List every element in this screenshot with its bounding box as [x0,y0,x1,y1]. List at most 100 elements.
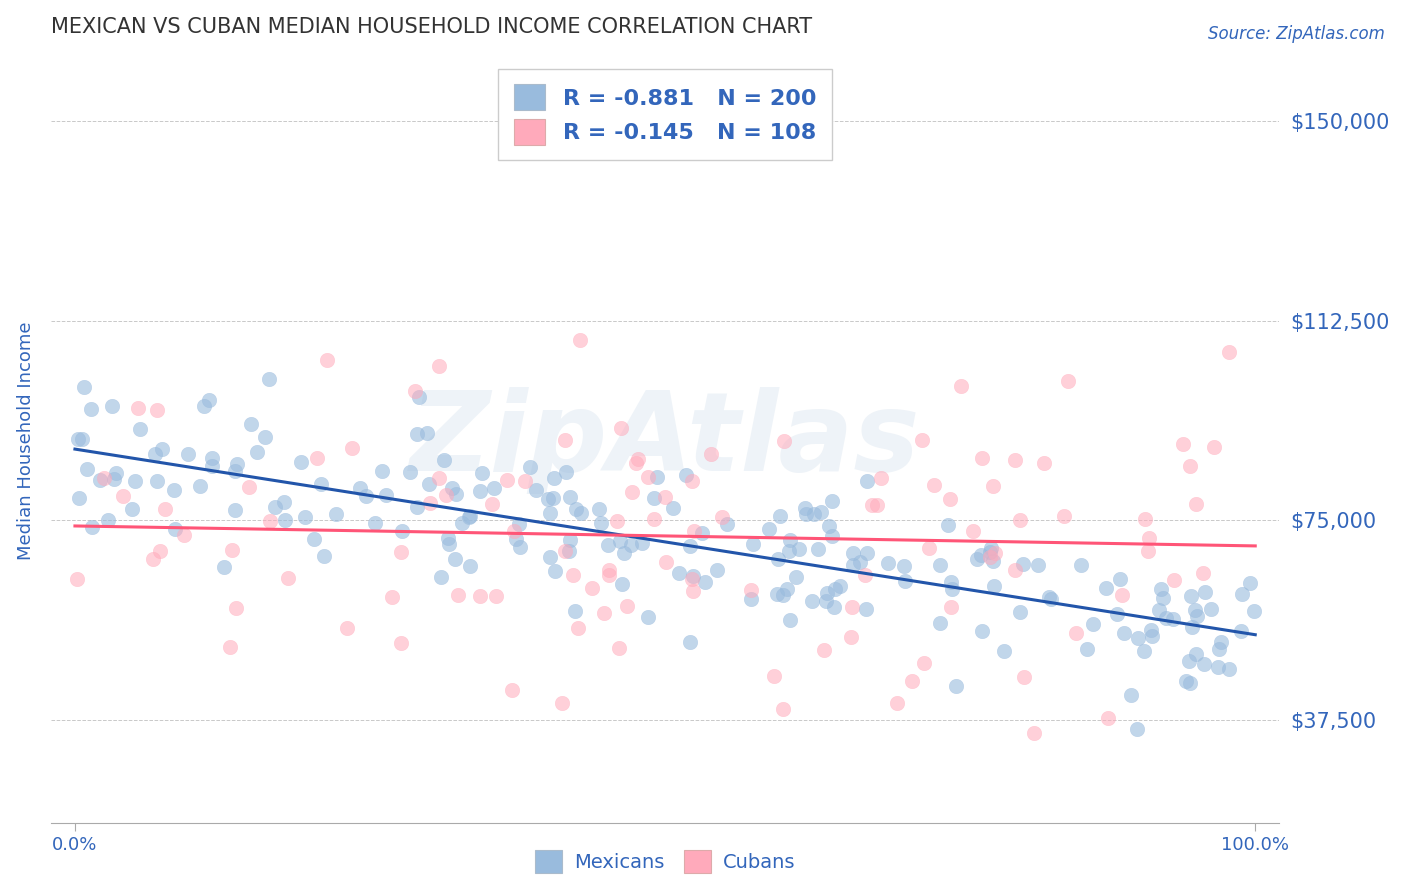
Point [803,508,825,522]
Point [447,588,470,602]
Point [97,513,120,527]
Point [1152,591,1174,605]
Point [290,455,312,469]
Point [1185,647,1208,661]
Point [682,583,704,598]
Point [73,380,96,394]
Point [1024,726,1046,740]
Point [537,491,560,506]
Point [1008,605,1031,619]
Point [555,465,578,479]
Text: MEXICAN VS CUBAN MEDIAN HOUSEHOLD INCOME CORRELATION CHART: MEXICAN VS CUBAN MEDIAN HOUSEHOLD INCOME… [52,17,813,37]
Point [391,524,413,539]
Point [201,459,224,474]
Point [941,582,963,596]
Point [979,544,1001,558]
Point [655,555,678,569]
Point [939,599,962,614]
Point [699,447,721,461]
Point [567,621,589,635]
Point [766,587,789,601]
Point [1184,602,1206,616]
Point [406,427,429,442]
Point [706,563,728,577]
Point [841,599,863,614]
Point [1194,584,1216,599]
Point [860,498,883,512]
Point [240,417,263,431]
Point [224,464,246,478]
Point [484,481,506,495]
Point [1230,624,1253,638]
Point [103,472,125,486]
Point [1154,611,1177,625]
Point [246,444,269,458]
Point [105,466,128,480]
Point [779,533,801,547]
Point [519,460,541,475]
Point [264,500,287,514]
Point [929,616,952,631]
Point [458,509,481,524]
Point [145,403,167,417]
Point [886,697,908,711]
Text: Source: ZipAtlas.com: Source: ZipAtlas.com [1208,25,1385,43]
Point [565,502,588,516]
Point [877,556,900,570]
Point [294,509,316,524]
Point [354,489,377,503]
Point [627,452,650,467]
Point [1194,657,1216,672]
Point [302,532,325,546]
Point [111,489,134,503]
Point [509,540,531,554]
Point [458,559,481,574]
Point [970,548,993,562]
Point [342,441,364,455]
Point [839,630,862,644]
Point [1218,345,1240,359]
Point [67,491,90,505]
Point [1038,590,1060,604]
Point [637,610,659,624]
Point [609,533,631,548]
Point [613,546,636,560]
Point [225,601,247,615]
Point [1211,635,1233,649]
Point [682,569,704,583]
Point [1119,688,1142,702]
Point [568,334,591,348]
Point [821,529,844,543]
Point [742,537,765,551]
Point [218,640,240,654]
Point [1202,440,1225,454]
Point [149,543,172,558]
Point [124,475,146,489]
Point [153,502,176,516]
Point [150,442,173,456]
Point [870,470,893,484]
Point [772,434,794,448]
Point [1180,589,1202,603]
Point [772,588,794,602]
Point [80,401,103,416]
Point [558,533,581,548]
Point [1057,374,1080,388]
Point [1097,711,1119,725]
Point [470,589,492,603]
Point [918,541,941,555]
Point [598,568,620,582]
Point [1033,456,1056,470]
Point [856,475,879,489]
Point [551,696,574,710]
Point [912,657,935,671]
Point [429,359,451,373]
Point [349,481,371,495]
Point [801,594,824,608]
Point [416,425,439,440]
Point [979,550,1001,565]
Point [1039,592,1062,607]
Point [481,497,503,511]
Point [779,613,801,627]
Point [776,582,799,597]
